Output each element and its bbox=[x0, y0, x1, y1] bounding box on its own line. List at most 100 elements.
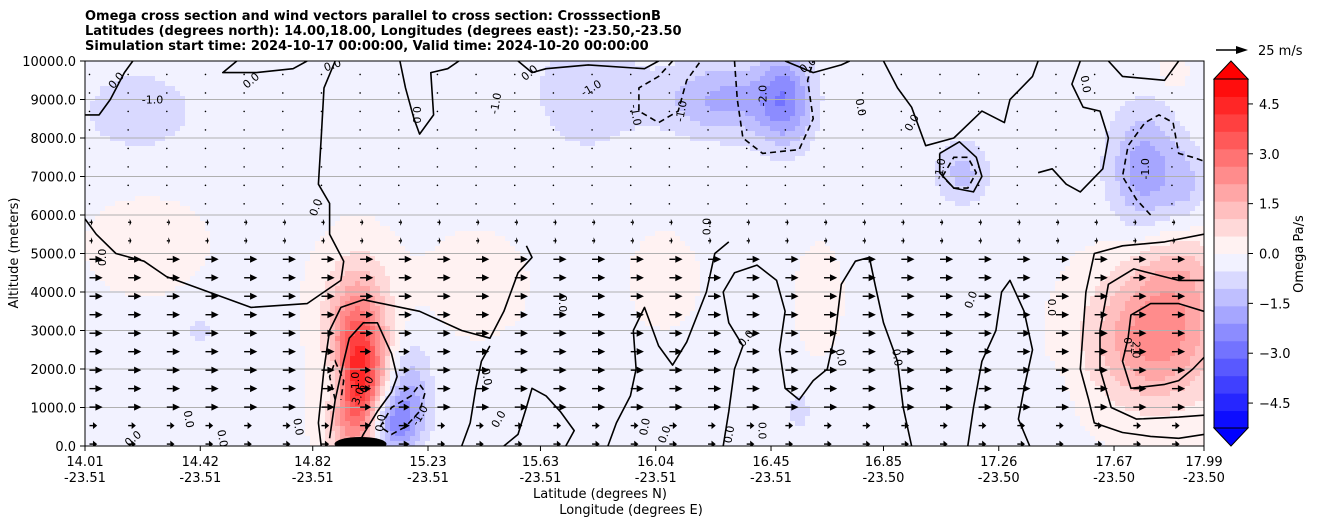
omega-cell bbox=[235, 351, 241, 357]
omega-cell bbox=[105, 131, 111, 137]
omega-cell bbox=[215, 256, 221, 262]
omega-cell bbox=[145, 386, 151, 392]
omega-cell bbox=[175, 426, 181, 432]
omega-cell bbox=[120, 131, 126, 137]
omega-cell bbox=[280, 391, 286, 397]
omega-cell bbox=[240, 136, 246, 142]
omega-cell bbox=[235, 201, 241, 207]
omega-cell bbox=[100, 201, 106, 207]
omega-cell bbox=[260, 381, 266, 387]
omega-cell bbox=[350, 236, 356, 242]
omega-cell bbox=[240, 201, 246, 207]
omega-cell bbox=[325, 316, 331, 322]
omega-cell bbox=[240, 226, 246, 232]
omega-cell bbox=[210, 171, 216, 177]
omega-cell bbox=[275, 306, 281, 312]
omega-cell bbox=[325, 356, 331, 362]
omega-cell bbox=[280, 176, 286, 182]
omega-cell bbox=[395, 106, 401, 112]
omega-cell bbox=[395, 91, 401, 97]
omega-cell bbox=[375, 151, 381, 157]
omega-cell bbox=[335, 206, 341, 212]
omega-cell bbox=[350, 261, 356, 267]
omega-cell bbox=[230, 316, 236, 322]
omega-cell bbox=[365, 171, 371, 177]
omega-cell bbox=[205, 431, 211, 437]
omega-cell bbox=[255, 336, 261, 342]
omega-cell bbox=[160, 91, 166, 97]
omega-cell bbox=[115, 276, 121, 282]
omega-cell bbox=[370, 226, 376, 232]
omega-cell bbox=[310, 91, 316, 97]
omega-cell bbox=[250, 236, 256, 242]
omega-cell bbox=[330, 421, 336, 427]
omega-cell bbox=[305, 61, 311, 67]
omega-cell bbox=[100, 116, 106, 122]
omega-cell bbox=[205, 161, 211, 167]
omega-cell bbox=[360, 141, 366, 147]
omega-cell bbox=[375, 226, 381, 232]
omega-cell bbox=[225, 71, 231, 77]
omega-cell bbox=[225, 281, 231, 287]
omega-cell bbox=[265, 311, 271, 317]
omega-cell bbox=[305, 341, 311, 347]
omega-cell bbox=[185, 266, 191, 272]
omega-cell bbox=[90, 176, 96, 182]
omega-cell bbox=[345, 156, 351, 162]
omega-cell bbox=[160, 401, 166, 407]
omega-cell bbox=[305, 286, 311, 292]
omega-cell bbox=[280, 171, 286, 177]
omega-cell bbox=[140, 186, 146, 192]
omega-cell bbox=[370, 86, 376, 92]
omega-cell bbox=[165, 336, 171, 342]
omega-cell bbox=[365, 61, 371, 67]
omega-cell bbox=[145, 141, 151, 147]
omega-cell bbox=[145, 196, 151, 202]
omega-cell bbox=[215, 271, 221, 277]
omega-cell bbox=[325, 151, 331, 157]
omega-cell bbox=[265, 76, 271, 82]
omega-cell bbox=[145, 396, 151, 402]
omega-cell bbox=[330, 81, 336, 87]
omega-cell bbox=[295, 96, 301, 102]
omega-cell bbox=[365, 71, 371, 77]
omega-cell bbox=[395, 266, 401, 272]
omega-cell bbox=[250, 66, 256, 72]
omega-cell bbox=[200, 411, 206, 417]
omega-cell bbox=[305, 331, 311, 337]
omega-cell bbox=[390, 291, 396, 297]
omega-cell bbox=[100, 231, 106, 237]
omega-cell bbox=[125, 206, 131, 212]
omega-cell bbox=[90, 236, 96, 242]
omega-cell bbox=[280, 66, 286, 72]
omega-cell bbox=[185, 166, 191, 172]
omega-cell bbox=[170, 186, 176, 192]
omega-cell bbox=[325, 391, 331, 397]
omega-cell bbox=[300, 136, 306, 142]
omega-cell bbox=[270, 281, 276, 287]
omega-cell bbox=[290, 351, 296, 357]
omega-cell bbox=[95, 346, 101, 352]
omega-cell bbox=[250, 246, 256, 252]
omega-cell bbox=[295, 201, 301, 207]
omega-cell bbox=[140, 296, 146, 302]
omega-cell bbox=[220, 391, 226, 397]
omega-cell bbox=[320, 336, 326, 342]
omega-cell bbox=[380, 371, 386, 377]
omega-cell bbox=[100, 186, 106, 192]
omega-cell bbox=[90, 416, 96, 422]
omega-cell bbox=[350, 201, 356, 207]
omega-cell bbox=[395, 311, 401, 317]
omega-cell bbox=[125, 216, 131, 222]
omega-cell bbox=[365, 221, 371, 227]
omega-cell bbox=[200, 246, 206, 252]
omega-cell bbox=[295, 146, 301, 152]
omega-cell bbox=[135, 206, 141, 212]
omega-cell bbox=[115, 356, 121, 362]
omega-cell bbox=[145, 306, 151, 312]
omega-cell bbox=[210, 341, 216, 347]
omega-cell bbox=[300, 76, 306, 82]
omega-cell bbox=[230, 266, 236, 272]
omega-cell bbox=[290, 141, 296, 147]
omega-cell bbox=[90, 101, 96, 107]
